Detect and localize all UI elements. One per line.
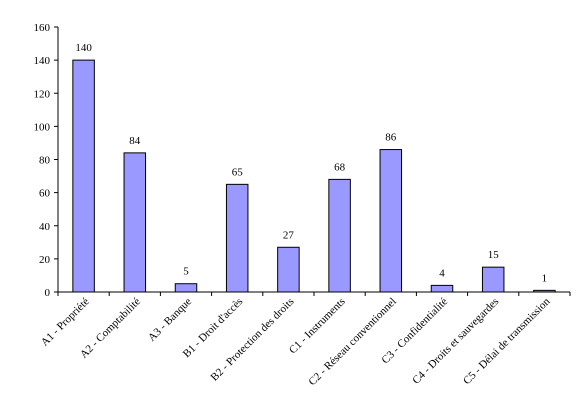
y-tick-label: 100 [34,121,51,133]
bar [430,284,454,293]
data-label: 4 [439,267,445,279]
y-tick-label: 60 [39,188,51,200]
chart-bars [72,59,556,293]
bar [123,152,147,293]
bar [72,59,95,293]
bar [277,246,300,293]
bar [379,149,403,293]
y-tick-label: 160 [34,22,51,34]
category-label: A1 - Propriété [39,296,92,349]
y-tick-label: 120 [34,88,51,100]
bar [328,178,351,293]
y-tick-label: 140 [34,55,51,67]
category-label: B2 - Protection des droits [209,296,297,384]
y-tick-label: 0 [45,287,51,299]
category-label: C5 - Délai de transmission [461,295,553,387]
data-label: 27 [283,229,295,241]
bar [174,283,198,293]
category-label: C4 - Droits et sauvegardes [410,296,501,387]
data-label: 5 [183,266,189,278]
bar [533,289,556,293]
data-label: 68 [334,161,346,173]
y-tick-label: 20 [39,254,51,266]
bar [481,266,505,293]
data-label: 140 [75,42,92,54]
data-label: 1 [542,272,548,284]
data-label: 65 [232,166,244,178]
data-label: 15 [488,249,500,261]
y-tick-label: 40 [39,221,51,233]
category-label: C2 - Réseau conventionnel [306,296,399,389]
data-label: 84 [129,135,141,147]
data-label: 86 [385,132,397,144]
category-label: A3 - Banque [146,296,194,344]
bar [225,183,249,293]
y-tick-label: 80 [39,155,51,167]
chart-data-labels: 140 84 5 65 27 68 86 4 15 1 [75,42,547,284]
